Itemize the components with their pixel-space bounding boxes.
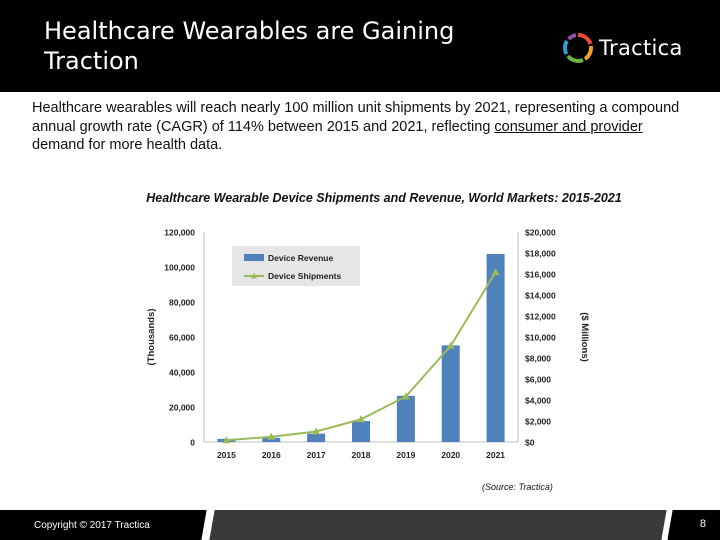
source-note: (Source: Tractica) xyxy=(482,482,553,492)
footer-right-band xyxy=(668,510,720,540)
right-tick-label: $8,000 xyxy=(525,354,551,364)
revenue-bar xyxy=(352,421,370,442)
intro-text-underlined: consumer and provider xyxy=(494,118,643,135)
shipments-marker xyxy=(491,268,500,276)
x-tick-label: 2021 xyxy=(486,450,505,460)
x-tick-label: 2017 xyxy=(307,450,326,460)
left-axis-title: (Thousands) xyxy=(146,309,157,366)
intro-paragraph: Healthcare wearables will reach nearly 1… xyxy=(32,99,682,155)
right-tick-label: $2,000 xyxy=(525,417,551,427)
shipments-marker xyxy=(446,341,455,349)
left-tick-label: 20,000 xyxy=(169,403,195,413)
revenue-bar xyxy=(262,437,281,442)
slide-title-line2: Traction xyxy=(44,47,139,75)
right-tick-label: $4,000 xyxy=(525,396,551,406)
slide-header: Healthcare Wearables are Gaining Tractio… xyxy=(0,0,720,92)
legend-marker-shipments xyxy=(251,272,257,279)
x-tick-label: 2016 xyxy=(262,450,281,460)
right-tick-label: $0 xyxy=(525,438,535,448)
intro-text-2: demand for more health data. xyxy=(32,137,223,153)
right-tick-label: $18,000 xyxy=(525,249,556,259)
left-tick-label: 60,000 xyxy=(169,333,195,343)
revenue-bar xyxy=(396,395,415,442)
shipments-marker xyxy=(267,432,276,440)
x-tick-label: 2015 xyxy=(217,450,236,460)
footer-mid-band xyxy=(210,510,668,540)
revenue-bar xyxy=(486,254,505,442)
left-tick-label: 80,000 xyxy=(169,298,195,308)
tractica-logo: Tractica xyxy=(562,30,683,66)
right-tick-label: $6,000 xyxy=(525,375,551,385)
legend-swatch-revenue xyxy=(244,254,264,261)
revenue-bar xyxy=(307,433,326,442)
intro-text-1: Healthcare wearables will reach nearly 1… xyxy=(32,100,680,135)
x-tick-label: 2019 xyxy=(396,450,415,460)
slide-title: Healthcare Wearables are Gaining Tractio… xyxy=(44,16,514,76)
chart-title: Healthcare Wearable Device Shipments and… xyxy=(146,191,622,205)
right-tick-label: $12,000 xyxy=(525,312,556,322)
right-axis-title: ($ Millions) xyxy=(579,312,590,362)
left-tick-label: 40,000 xyxy=(169,368,195,378)
logo-text: Tractica xyxy=(599,36,683,60)
left-tick-label: 100,000 xyxy=(164,263,195,273)
x-tick-label: 2020 xyxy=(441,450,460,460)
copyright: Copyright © 2017 Tractica xyxy=(34,520,150,531)
right-tick-label: $20,000 xyxy=(525,228,556,238)
shipments-marker xyxy=(222,436,231,444)
right-tick-label: $10,000 xyxy=(525,333,556,343)
footer: Copyright © 2017 Tractica 8 xyxy=(0,510,720,540)
tractica-logo-icon xyxy=(563,32,593,63)
right-tick-label: $16,000 xyxy=(525,270,556,280)
x-tick-label: 2018 xyxy=(352,450,371,460)
footer-left-band xyxy=(0,510,210,540)
legend-box xyxy=(232,246,360,286)
page-number: 8 xyxy=(699,518,706,530)
right-tick-label: $14,000 xyxy=(525,291,556,301)
slide-title-line1: Healthcare Wearables are Gaining xyxy=(44,17,455,45)
legend-label-shipments: Device Shipments xyxy=(268,271,341,281)
shipments-marker xyxy=(357,415,365,423)
left-tick-label: 0 xyxy=(190,438,195,448)
shipments-marker xyxy=(312,427,321,435)
legend-label-revenue: Device Revenue xyxy=(268,253,333,263)
left-tick-label: 120,000 xyxy=(164,228,195,238)
revenue-bar xyxy=(441,345,460,442)
shipments-marker xyxy=(401,392,410,400)
